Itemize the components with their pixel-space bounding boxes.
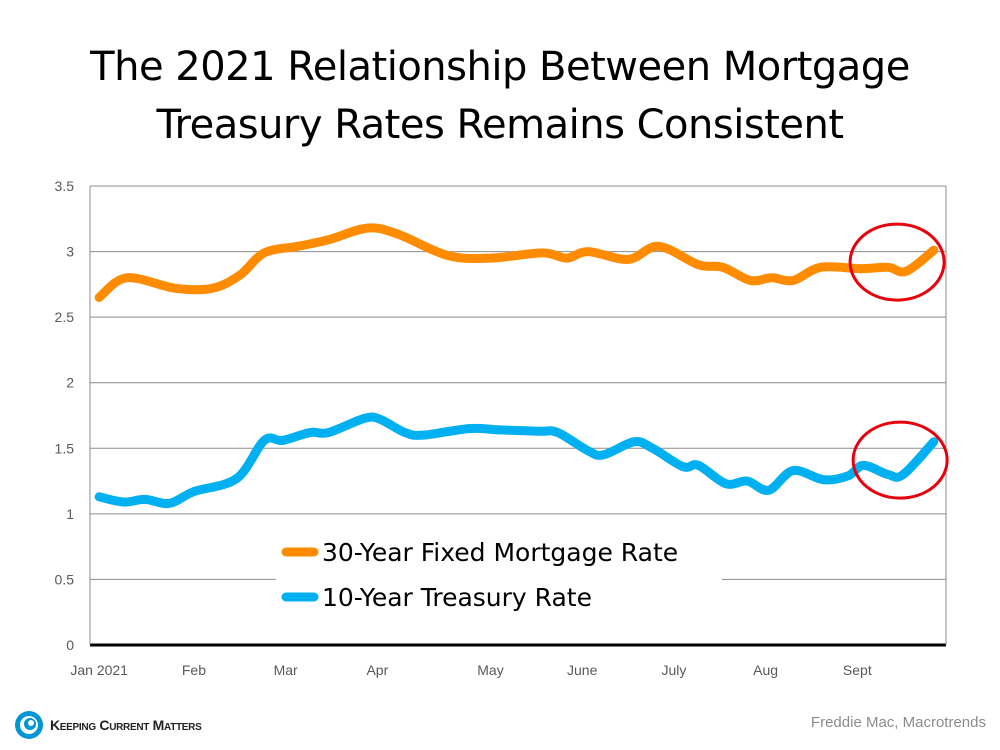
highlight-circle (851, 420, 949, 500)
legend-label-mortgage: 30-Year Fixed Mortgage Rate (322, 538, 678, 567)
y-tick-label: 1 (66, 506, 74, 522)
x-tick-label: Apr (366, 662, 388, 678)
series-line-mortgage (94, 223, 939, 302)
legend: 30-Year Fixed Mortgage Rate 10-Year Trea… (276, 528, 722, 612)
x-tick-label: Jan 2021 (70, 662, 128, 678)
keeping-current-matters-logo: Keeping Current Matters (14, 710, 202, 740)
x-tick-label: May (477, 662, 503, 678)
x-tick-label: Sept (843, 662, 872, 678)
logo-text: Keeping Current Matters (50, 717, 202, 733)
swirl-logo-icon (15, 711, 43, 739)
title-line-2: Treasury Rates Remains Consistent (156, 102, 844, 148)
y-tick-label: 3 (66, 244, 74, 260)
x-tick-label: Mar (274, 662, 298, 678)
x-tick-label: June (567, 662, 598, 678)
series-line-treasury (94, 412, 939, 509)
chart-title: The 2021 Relationship Between Mortgage T… (0, 38, 1000, 154)
source-credit: Freddie Mac, Macrotrends (810, 714, 986, 731)
y-tick-label: 3.5 (55, 178, 75, 194)
y-tick-label: 1.5 (55, 440, 75, 456)
legend-label-treasury: 10-Year Treasury Rate (322, 583, 592, 612)
y-tick-label: 0.5 (55, 571, 75, 587)
highlight-circle (848, 222, 946, 302)
y-tick-label: 2.5 (55, 309, 75, 325)
legend-box (276, 528, 722, 612)
title-line-1: The 2021 Relationship Between Mortgage (90, 44, 910, 90)
x-tick-label: July (661, 662, 686, 678)
x-tick-label: Feb (182, 662, 206, 678)
x-tick-label: Aug (753, 662, 778, 678)
y-tick-label: 2 (66, 375, 74, 391)
y-tick-label: 0 (66, 637, 74, 653)
